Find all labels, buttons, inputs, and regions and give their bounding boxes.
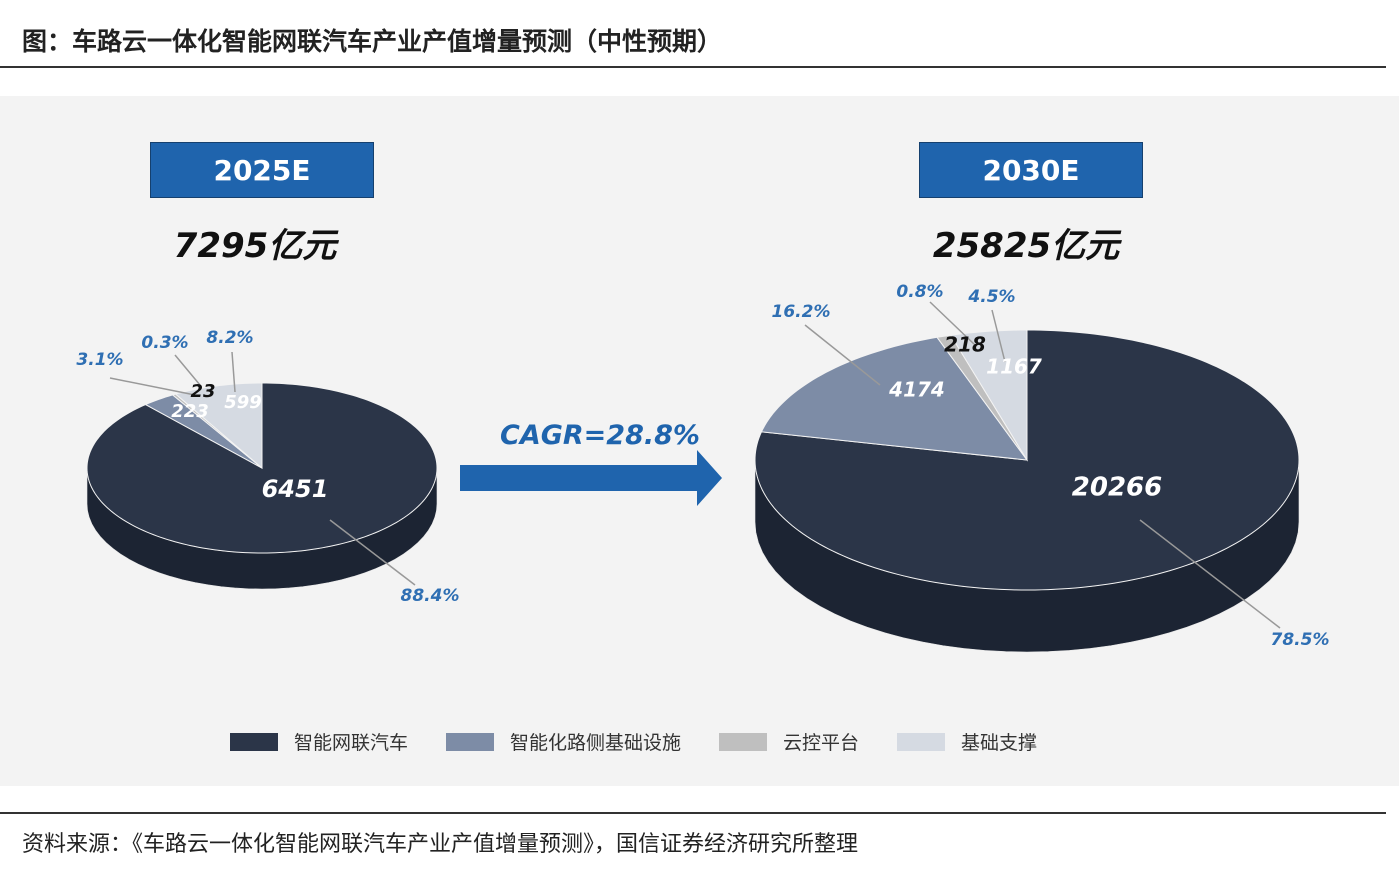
slice-value-label: 4174 <box>888 378 945 402</box>
leader-line <box>1139 519 1281 629</box>
slice-value-label: 1167 <box>986 355 1042 379</box>
total-2025: 7295亿元 <box>173 226 337 266</box>
year-box-2030: 2030E <box>919 142 1143 198</box>
figure-title: 图：车路云一体化智能网联汽车产业产值增量预测（中性预期） <box>22 27 723 56</box>
leader-line <box>231 351 236 393</box>
bottom-rule <box>0 812 1386 814</box>
slice-percent-label: 78.5% <box>1271 630 1330 650</box>
slice-value-label: 6451 <box>262 475 329 503</box>
slice-percent-label: 3.1% <box>76 350 123 370</box>
legend-item: 智能网联汽车 <box>230 728 408 755</box>
cagr-label: CAGR=28.8% <box>500 420 700 451</box>
legend-label: 智能化路侧基础设施 <box>510 732 682 754</box>
legend-label: 智能网联汽车 <box>294 732 409 754</box>
legend-item: 智能化路侧基础设施 <box>446 728 681 755</box>
pie-slice-2025-1 <box>144 394 263 469</box>
slice-percent-label: 16.2% <box>772 302 831 322</box>
legend: 智能网联汽车 智能化路侧基础设施 云控平台 基础支撑 <box>230 728 1037 755</box>
leader-line <box>329 519 416 586</box>
leader-line <box>929 301 976 346</box>
slice-value-label: 599 <box>224 392 262 413</box>
pie-slice-2030-3 <box>949 329 1028 462</box>
slice-percent-label: 4.5% <box>967 287 1015 307</box>
legend-item: 云控平台 <box>719 728 859 755</box>
year-box-2025: 2025E <box>150 142 374 198</box>
slice-value-label: 218 <box>944 333 986 357</box>
leader-line <box>174 354 201 386</box>
legend-label: 云控平台 <box>783 732 860 754</box>
pie-slice-2030-1 <box>760 336 1029 461</box>
slice-percent-label: 88.4% <box>401 586 460 606</box>
total-2030: 25825亿元 <box>932 226 1120 266</box>
legend-label: 基础支撑 <box>961 732 1038 754</box>
legend-swatch <box>230 732 278 751</box>
slice-percent-label: 8.2% <box>206 328 253 348</box>
slice-value-label: 23 <box>190 381 215 402</box>
pie-slice-2025-3 <box>174 382 263 470</box>
slice-value-label: 20266 <box>1072 473 1162 503</box>
leader-line <box>804 324 881 386</box>
legend-swatch <box>897 732 946 751</box>
leader-line <box>991 309 1006 363</box>
slice-percent-label: 0.8% <box>896 282 943 302</box>
legend-swatch <box>719 732 768 751</box>
cagr-arrow <box>460 450 722 506</box>
source-note: 资料来源：《车路云一体化智能网联汽车产业产值增量预测》，国信证券经济研究所整理 <box>22 832 859 857</box>
legend-item: 基础支撑 <box>897 728 1037 755</box>
top-rule <box>0 66 1386 68</box>
leader-line <box>109 377 196 396</box>
legend-swatch <box>446 732 495 751</box>
slice-value-label: 223 <box>171 401 209 422</box>
slice-percent-label: 0.3% <box>141 333 188 353</box>
